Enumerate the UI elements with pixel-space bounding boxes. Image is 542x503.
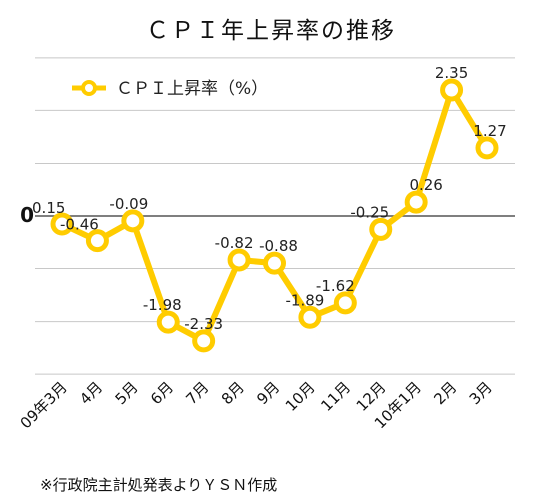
data-point	[85, 229, 109, 253]
chart-title: ＣＰＩ年上昇率の推移	[146, 18, 396, 44]
data-label: 0.26	[409, 176, 442, 194]
legend-label: ＣＰＩ上昇率（%）	[116, 79, 268, 99]
data-label: -1.89	[286, 291, 325, 309]
legend: ＣＰＩ上昇率（%）	[72, 79, 268, 99]
x-tick-label: 6月	[147, 378, 177, 408]
data-label: -0.25	[350, 203, 389, 221]
series-cpi	[50, 78, 499, 353]
data-label: 2.35	[435, 64, 468, 82]
data-point	[263, 251, 286, 275]
data-point	[192, 329, 216, 353]
data-label: -0.15	[27, 199, 66, 217]
data-point	[50, 212, 74, 236]
data-label: -0.88	[259, 237, 298, 255]
data-labels: -0.15-0.46 -0.09 -1.98-2.33 -0.82 -0.88 -1.89…	[27, 64, 507, 333]
data-label: -1.62	[316, 277, 355, 295]
x-tick-label: 4月	[76, 378, 106, 408]
data-point	[369, 217, 393, 241]
x-tick-label: 7月	[182, 378, 212, 408]
source-note: ※行政院主計処発表よりＹＳＮ作成	[40, 476, 277, 494]
data-point	[227, 248, 251, 272]
data-point	[440, 78, 464, 102]
x-tick-label: 09年3月	[17, 378, 71, 432]
x-tick-label: 5月	[112, 378, 142, 408]
data-label: 1.27	[473, 122, 506, 140]
x-tick-label: 8月	[218, 378, 248, 408]
x-tick-label: 11月	[317, 378, 354, 415]
x-tick-label: 9月	[253, 378, 283, 408]
data-point	[333, 291, 357, 315]
x-tick-label: 2月	[430, 378, 460, 408]
data-point	[404, 190, 428, 214]
legend-marker	[81, 80, 97, 96]
data-label: -0.82	[215, 234, 254, 252]
data-label: -0.09	[109, 195, 148, 213]
x-tick-label: 3月	[466, 378, 496, 408]
data-point	[298, 305, 322, 329]
data-label: -0.46	[60, 216, 99, 234]
data-point	[156, 310, 180, 334]
data-label: -2.33	[184, 315, 223, 333]
data-label: -1.98	[143, 296, 182, 314]
gridlines	[35, 57, 515, 375]
x-tick-label: 10月	[282, 378, 319, 415]
zero-tick-label: 0	[20, 203, 34, 227]
data-point	[121, 209, 145, 233]
data-point	[475, 136, 499, 160]
